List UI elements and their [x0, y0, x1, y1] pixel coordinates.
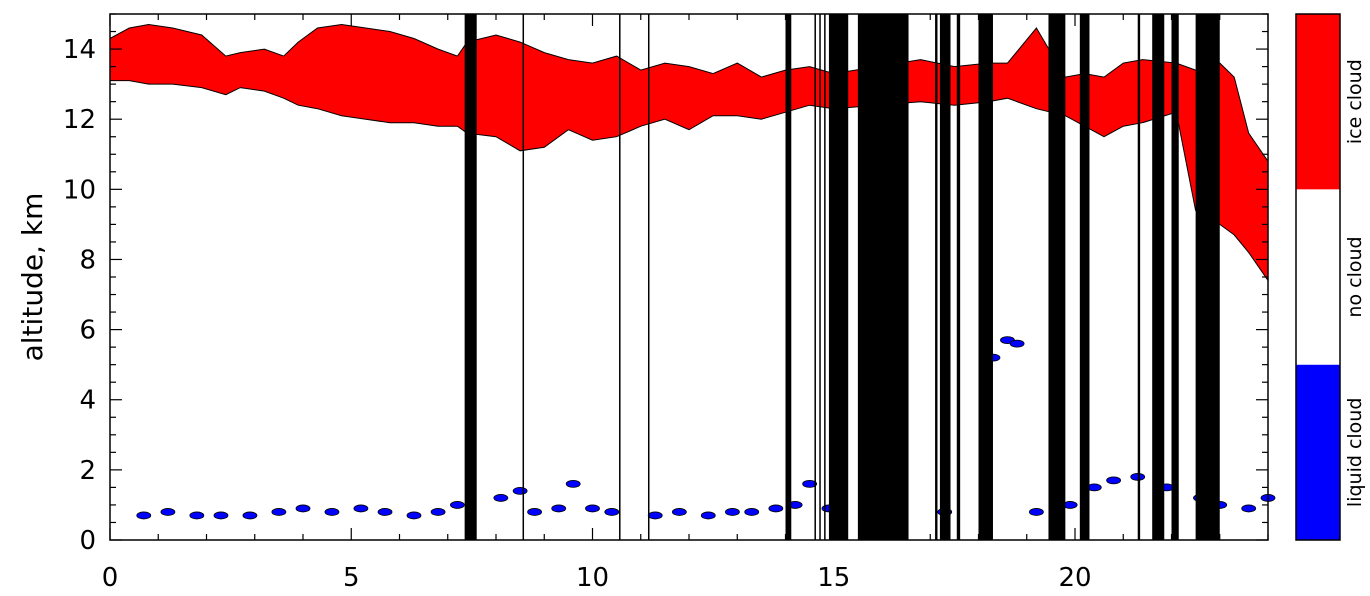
liquid-cloud-patch: [551, 504, 567, 513]
x-tick-label: 20: [1058, 563, 1091, 593]
no-data-bar: [824, 14, 826, 540]
liquid-cloud-patch: [295, 504, 311, 513]
liquid-cloud-patch: [1106, 476, 1121, 485]
liquid-cloud-patch: [353, 504, 369, 513]
liquid-cloud-patch: [585, 504, 600, 513]
y-tick-label: 0: [79, 526, 96, 556]
liquid-cloud-patch: [430, 508, 446, 516]
liquid-cloud-patch: [768, 504, 784, 513]
no-data-bars: [464, 14, 1220, 540]
liquid-cloud-patch: [1009, 339, 1025, 348]
y-tick-label: 10: [63, 175, 96, 205]
liquid-cloud-patch: [512, 487, 528, 495]
no-data-bar: [857, 14, 909, 540]
liquid-cloud-patch: [271, 508, 287, 516]
liquid-cloud-patch: [725, 508, 740, 516]
no-data-bar: [1195, 14, 1220, 540]
colorbar-frame: [1295, 13, 1341, 541]
y-axis: 0 2 4 6 8 10 12 14: [63, 13, 1268, 556]
liquid-cloud-patch: [449, 501, 465, 509]
no-data-bar: [956, 14, 961, 540]
liquid-cloud-patch: [377, 508, 393, 516]
liquid-cloud-patch: [527, 508, 542, 516]
plot-area: [109, 14, 1276, 540]
liquid-cloud-patch: [136, 511, 152, 520]
liquid-cloud-patch: [700, 511, 716, 520]
no-data-bar: [828, 14, 849, 540]
liquid-cloud-patch: [493, 494, 509, 502]
y-tick-label: 8: [79, 245, 96, 275]
y-tick-label: 14: [63, 35, 96, 65]
colorbar-label: ice cloud: [1344, 59, 1366, 144]
x-axis: 0 5 10 15 20: [102, 14, 1269, 593]
liquid-cloud-patch: [160, 508, 176, 516]
colorbar: liquid cloud no cloud ice cloud: [1295, 13, 1366, 541]
y-axis-title: altitude, km: [16, 193, 49, 362]
liquid-cloud-patch: [189, 511, 205, 520]
liquid-cloud-patch: [565, 479, 581, 488]
no-data-bar: [939, 14, 951, 540]
liquid-cloud-patch: [744, 508, 760, 516]
no-data-bar: [1152, 14, 1165, 540]
liquid-cloud-patch: [647, 511, 663, 520]
colorbar-segment: [1296, 14, 1340, 190]
y-tick-label: 6: [79, 316, 96, 346]
no-data-bar: [1137, 14, 1141, 540]
liquid-cloud-patch: [1029, 508, 1044, 516]
liquid-cloud-patch: [213, 511, 229, 520]
liquid-cloud-patch: [242, 511, 258, 520]
liquid-cloud-patch: [802, 479, 818, 488]
liquid-cloud-patch: [1241, 504, 1257, 513]
y-tick-label: 12: [63, 105, 96, 135]
colorbar-segment: [1296, 189, 1340, 365]
no-data-bar: [935, 14, 938, 540]
no-data-bar: [619, 14, 621, 540]
x-tick-label: 0: [102, 563, 119, 593]
no-data-bar: [978, 14, 993, 540]
colorbar-label: no cloud: [1344, 236, 1366, 317]
y-tick-label: 2: [79, 456, 96, 486]
x-tick-label: 10: [576, 563, 609, 593]
liquid-cloud-patch: [324, 508, 340, 516]
no-data-bar: [647, 14, 650, 540]
no-data-bar: [522, 14, 525, 540]
no-data-bar: [1171, 14, 1179, 540]
no-data-bar: [814, 14, 816, 540]
colorbar-label: liquid cloud: [1344, 398, 1366, 508]
liquid-cloud-patch: [406, 511, 422, 520]
x-tick-label: 5: [343, 563, 360, 593]
y-tick-label: 4: [79, 386, 96, 416]
liquid-cloud-patch: [671, 508, 687, 516]
x-tick-label: 15: [817, 563, 850, 593]
colorbar-segment: [1296, 364, 1340, 540]
no-data-bar: [464, 14, 477, 540]
no-data-bar: [1079, 14, 1090, 540]
liquid-cloud-patch: [604, 508, 620, 516]
no-data-bar: [819, 14, 821, 540]
no-data-bar: [1048, 14, 1066, 540]
no-data-bar: [785, 14, 792, 540]
